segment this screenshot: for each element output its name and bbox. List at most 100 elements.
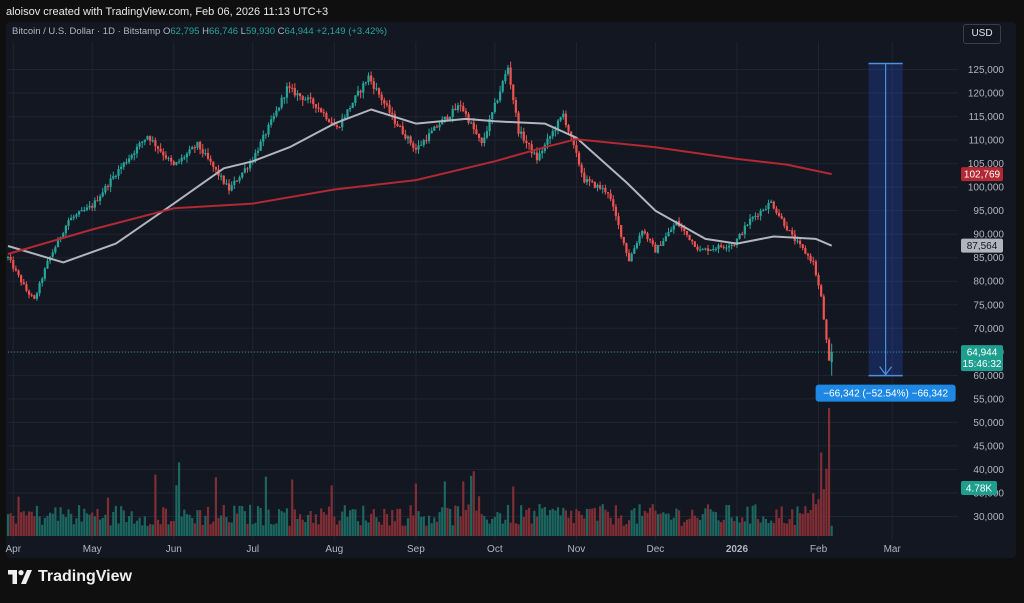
candle-body: [620, 225, 623, 237]
candle: [672, 223, 675, 234]
last-price-label: 64,944: [967, 348, 998, 359]
candle-body: [280, 97, 283, 108]
currency-button[interactable]: USD: [963, 24, 1001, 44]
candle-body: [654, 244, 657, 253]
volume-bar: [764, 518, 767, 536]
volume-bar: [701, 514, 704, 536]
volume-bar: [241, 505, 244, 536]
candle-body: [377, 88, 381, 95]
candle-body: [259, 141, 262, 151]
candle: [367, 72, 370, 86]
volume-bar: [459, 516, 462, 536]
volume-bar: [262, 525, 265, 536]
candle-body: [325, 113, 328, 120]
candle: [696, 244, 699, 252]
candle: [156, 145, 160, 154]
candle: [70, 214, 73, 221]
y-tick-label: 125,000: [968, 65, 1005, 76]
candle-body: [825, 319, 828, 340]
candle-body: [538, 153, 541, 161]
candle: [620, 224, 623, 240]
candle: [172, 160, 175, 166]
candle-body: [551, 131, 554, 137]
volume-bar: [522, 516, 525, 536]
volume-bar: [193, 523, 196, 536]
candle: [551, 128, 554, 140]
candle-body: [459, 105, 462, 107]
volume-bar: [351, 509, 354, 536]
y-tick-label: 75,000: [973, 300, 1004, 311]
candle: [391, 107, 394, 120]
low-key: L: [240, 26, 246, 37]
candle-body: [272, 115, 275, 120]
volume-bar: [567, 517, 570, 536]
volume-bar: [699, 520, 702, 536]
candle: [238, 175, 241, 184]
candle-body: [522, 131, 525, 141]
volume-bar: [249, 504, 252, 536]
candle-body: [133, 153, 136, 155]
symbol-name[interactable]: Bitcoin / U.S. Dollar · 1D · Bitstamp: [12, 26, 161, 37]
y-tick-label: 110,000: [969, 136, 1005, 147]
volume-bar: [296, 518, 299, 536]
candle-body: [349, 108, 352, 110]
candle-body: [754, 215, 757, 218]
candle-body: [270, 119, 273, 125]
candle: [272, 112, 275, 123]
candle: [627, 249, 631, 262]
volume-bar: [656, 514, 660, 536]
tradingview-logo[interactable]: TradingView: [8, 568, 132, 586]
candle-body: [85, 207, 89, 210]
candle-body: [233, 180, 236, 185]
candle: [625, 242, 628, 257]
candle-body: [327, 119, 331, 123]
volume-bar: [151, 524, 154, 536]
candle-body: [338, 127, 341, 129]
volume-bar: [433, 517, 436, 536]
volume-bar: [599, 506, 602, 536]
candle: [167, 156, 170, 162]
candle-body: [614, 206, 617, 217]
candle-body: [409, 136, 412, 144]
candle-body: [38, 282, 41, 294]
volume-bar: [493, 516, 496, 536]
volume-bar: [133, 523, 136, 536]
volume-bar: [506, 504, 510, 536]
volume-bar: [659, 513, 662, 536]
candle-body: [609, 193, 612, 200]
candle-body: [406, 136, 410, 139]
y-tick-label: 50,000: [973, 418, 1004, 429]
candle: [714, 246, 717, 252]
volume-bar: [370, 513, 373, 536]
candle: [427, 128, 431, 144]
candle: [267, 122, 270, 138]
volume-bar: [22, 511, 25, 536]
volume-bar: [27, 511, 31, 536]
candle-body: [241, 172, 244, 178]
candle-body: [814, 261, 817, 275]
volume-bar: [485, 519, 489, 536]
volume-bar: [338, 520, 341, 536]
volume-bar: [404, 525, 407, 536]
candle-body: [256, 150, 260, 153]
candle-body: [396, 123, 399, 127]
candle: [477, 133, 481, 142]
candle-body: [509, 67, 512, 85]
candle-body: [288, 86, 291, 88]
volume-bar: [680, 525, 683, 536]
candle-body: [796, 240, 799, 242]
candle: [433, 125, 436, 131]
candle: [475, 124, 478, 135]
candle: [404, 129, 407, 141]
candle: [67, 217, 70, 230]
volume-bar: [427, 515, 431, 536]
volume-bar: [722, 519, 725, 536]
volume-bar: [38, 516, 41, 536]
volume-bar: [306, 515, 310, 536]
candle: [806, 252, 810, 260]
volume-bar: [314, 514, 317, 536]
candle-body: [706, 248, 710, 251]
candle-body: [25, 284, 28, 291]
volume-bar: [391, 509, 394, 536]
